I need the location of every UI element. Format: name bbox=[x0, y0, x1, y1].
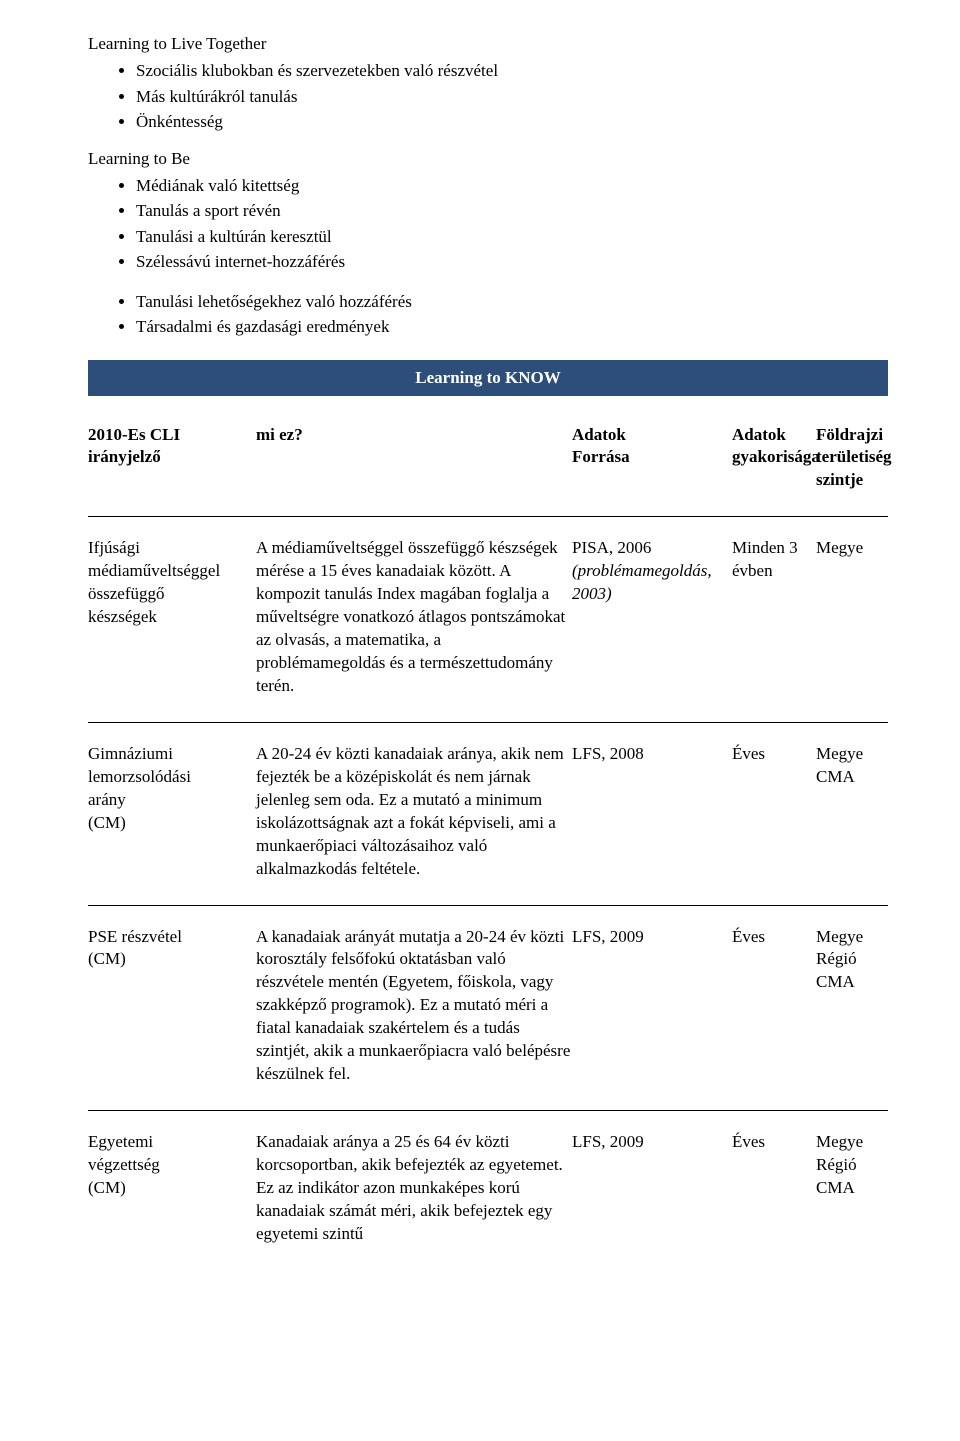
row-freq: Éves bbox=[732, 743, 816, 881]
header-freq-l1: Adatok bbox=[732, 424, 816, 447]
row-name-line: Egyetemi bbox=[88, 1131, 256, 1154]
row-geo-line: Megye bbox=[816, 537, 888, 560]
header-indicator-l2: irányjelző bbox=[88, 446, 256, 469]
section-title-be: Learning to Be bbox=[88, 149, 888, 169]
row-freq: Minden 3 évben bbox=[732, 537, 816, 698]
row-source-line: LFS, 2009 bbox=[572, 1131, 732, 1154]
table-row: Egyetemi végzettség (CM) Kanadaiak arány… bbox=[88, 1131, 888, 1246]
list-item: Szociális klubokban és szervezetekben va… bbox=[136, 58, 888, 84]
row-freq: Éves bbox=[732, 1131, 816, 1246]
list-item: Médiának való kitettség bbox=[136, 173, 888, 199]
table-header: 2010-Es CLI irányjelző mi ez? Adatok For… bbox=[88, 424, 888, 493]
row-source-line: PISA, 2006 bbox=[572, 537, 732, 560]
header-freq-l2: gyakorisága bbox=[732, 446, 816, 469]
header-geo-l3: szintje bbox=[816, 469, 892, 492]
row-name-line: összefüggő bbox=[88, 583, 256, 606]
row-geo-line: CMA bbox=[816, 971, 888, 994]
row-name: PSE részvétel (CM) bbox=[88, 926, 256, 1087]
row-geo: Megye bbox=[816, 537, 888, 698]
row-geo: Megye Régió CMA bbox=[816, 1131, 888, 1246]
row-name-line: médiaműveltséggel bbox=[88, 560, 256, 583]
list-item: Tanulás a sport révén bbox=[136, 198, 888, 224]
divider bbox=[88, 722, 888, 723]
row-source: LFS, 2009 bbox=[572, 1131, 732, 1246]
row-name: Egyetemi végzettség (CM) bbox=[88, 1131, 256, 1246]
row-desc: A kanadaiak arányát mutatja a 20-24 év k… bbox=[256, 926, 572, 1087]
row-source-line: LFS, 2008 bbox=[572, 743, 732, 766]
header-geo-l2: területiség bbox=[816, 446, 892, 469]
row-name-line: arány bbox=[88, 789, 256, 812]
table-row: Ifjúsági médiaműveltséggel összefüggő ké… bbox=[88, 537, 888, 698]
row-source-line: 2003) bbox=[572, 583, 732, 606]
row-name-line: lemorzsolódási bbox=[88, 766, 256, 789]
row-freq: Éves bbox=[732, 926, 816, 1087]
table-row: PSE részvétel (CM) A kanadaiak arányát m… bbox=[88, 926, 888, 1087]
row-desc: Kanadaiak aránya a 25 és 64 év közti kor… bbox=[256, 1131, 572, 1246]
bullet-list-live: Szociális klubokban és szervezetekben va… bbox=[88, 58, 888, 135]
list-item: Tanulási lehetőségekhez való hozzáférés bbox=[136, 289, 888, 315]
row-name-line: Gimnáziumi bbox=[88, 743, 256, 766]
row-name-line: Ifjúsági bbox=[88, 537, 256, 560]
bullet-list-extra: Tanulási lehetőségekhez való hozzáférés … bbox=[88, 289, 888, 340]
row-name-line: készségek bbox=[88, 606, 256, 629]
row-name-line: (CM) bbox=[88, 812, 256, 835]
header-freq: Adatok gyakorisága bbox=[732, 424, 816, 493]
row-geo-line: Megye bbox=[816, 1131, 888, 1154]
row-geo-line: Régió bbox=[816, 948, 888, 971]
row-desc: A 20-24 év közti kanadaiak aránya, akik … bbox=[256, 743, 572, 881]
row-source-line: LFS, 2009 bbox=[572, 926, 732, 949]
row-freq-line: Éves bbox=[732, 926, 816, 949]
row-geo-line: Régió bbox=[816, 1154, 888, 1177]
row-name-line: végzettség bbox=[88, 1154, 256, 1177]
table-row: Gimnáziumi lemorzsolódási arány (CM) A 2… bbox=[88, 743, 888, 881]
page: Learning to Live Together Szociális klub… bbox=[0, 0, 960, 1282]
row-name-line: (CM) bbox=[88, 948, 256, 971]
divider bbox=[88, 905, 888, 906]
list-item: Önkéntesség bbox=[136, 109, 888, 135]
list-item: Más kultúrákról tanulás bbox=[136, 84, 888, 110]
row-name: Gimnáziumi lemorzsolódási arány (CM) bbox=[88, 743, 256, 881]
row-geo-line: Megye bbox=[816, 743, 888, 766]
row-geo-line: CMA bbox=[816, 766, 888, 789]
row-freq-line: évben bbox=[732, 560, 816, 583]
banner-learning-to-know: Learning to KNOW bbox=[88, 360, 888, 396]
header-source-l2: Forrása bbox=[572, 446, 732, 469]
row-source: LFS, 2008 bbox=[572, 743, 732, 881]
divider bbox=[88, 516, 888, 517]
row-source: LFS, 2009 bbox=[572, 926, 732, 1087]
row-freq-line: Éves bbox=[732, 1131, 816, 1154]
header-whatis: mi ez? bbox=[256, 424, 572, 493]
row-desc: A médiaműveltséggel összefüggő készségek… bbox=[256, 537, 572, 698]
header-geo-l1: Földrajzi bbox=[816, 424, 892, 447]
header-indicator: 2010-Es CLI irányjelző bbox=[88, 424, 256, 493]
row-geo: Megye CMA bbox=[816, 743, 888, 881]
row-name-line: PSE részvétel bbox=[88, 926, 256, 949]
row-geo-line: Megye bbox=[816, 926, 888, 949]
list-item: Szélessávú internet-hozzáférés bbox=[136, 249, 888, 275]
bullet-list-be: Médiának való kitettség Tanulás a sport … bbox=[88, 173, 888, 275]
row-freq-line: Minden 3 bbox=[732, 537, 816, 560]
header-geo: Földrajzi területiség szintje bbox=[816, 424, 892, 493]
row-geo: Megye Régió CMA bbox=[816, 926, 888, 1087]
list-item: Tanulási a kultúrán keresztül bbox=[136, 224, 888, 250]
section-title-live: Learning to Live Together bbox=[88, 34, 888, 54]
row-source-line: (problémamegoldás, bbox=[572, 560, 732, 583]
row-freq-line: Éves bbox=[732, 743, 816, 766]
header-source: Adatok Forrása bbox=[572, 424, 732, 493]
row-geo-line: CMA bbox=[816, 1177, 888, 1200]
header-indicator-l1: 2010-Es CLI bbox=[88, 424, 256, 447]
row-name-line: (CM) bbox=[88, 1177, 256, 1200]
divider bbox=[88, 1110, 888, 1111]
list-item: Társadalmi és gazdasági eredmények bbox=[136, 314, 888, 340]
header-source-l1: Adatok bbox=[572, 424, 732, 447]
row-name: Ifjúsági médiaműveltséggel összefüggő ké… bbox=[88, 537, 256, 698]
row-source: PISA, 2006 (problémamegoldás, 2003) bbox=[572, 537, 732, 698]
